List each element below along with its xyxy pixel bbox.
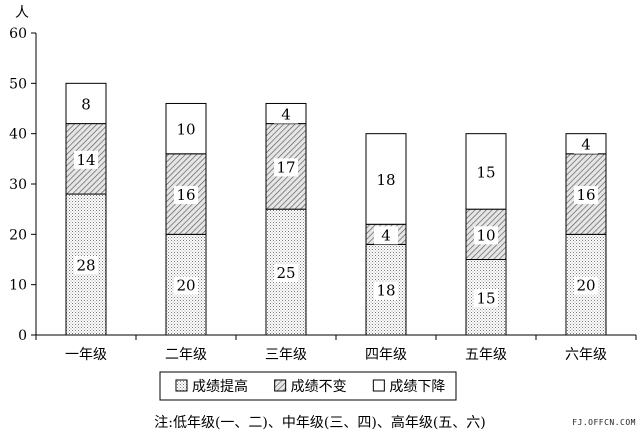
y-tick-label: 20 bbox=[9, 227, 27, 243]
bars: 28 14 8 20 16 10 25 17 4 18 4 18 15 10 15 20 16 4 bbox=[65, 82, 607, 336]
data-label-bg bbox=[74, 150, 98, 169]
data-label-bg bbox=[374, 170, 398, 189]
data-label-bg bbox=[174, 186, 198, 205]
data-label-bg bbox=[74, 256, 98, 275]
y-tick-label: 50 bbox=[9, 76, 27, 92]
x-tick-label: 三年级 bbox=[265, 347, 307, 363]
footnote: 注:低年级(一、二)、中年级(三、四)、高年级(五、六) bbox=[154, 415, 486, 431]
legend-box bbox=[159, 371, 457, 401]
data-label: 15 bbox=[476, 163, 495, 181]
data-label: 4 bbox=[581, 136, 591, 154]
x-tick-label: 五年级 bbox=[465, 347, 507, 363]
data-label: 10 bbox=[476, 226, 495, 244]
y-axis-label: 人 bbox=[15, 5, 29, 21]
x-tick-label: 六年级 bbox=[565, 347, 607, 363]
legend-label: 成绩下降 bbox=[389, 379, 445, 395]
data-label-bg bbox=[574, 276, 598, 295]
data-label: 18 bbox=[376, 282, 395, 300]
y-tick-label: 60 bbox=[9, 26, 27, 42]
x-tick-label: 二年级 bbox=[165, 347, 207, 363]
legend-label: 成绩提高 bbox=[192, 378, 248, 395]
data-label-bg bbox=[174, 120, 198, 139]
y-tick-label: 40 bbox=[9, 127, 27, 143]
data-label-bg bbox=[74, 95, 98, 114]
data-label-bg bbox=[374, 281, 398, 300]
legend: 成绩提高 成绩不变 成绩下降 bbox=[159, 371, 457, 401]
data-label: 16 bbox=[176, 186, 195, 204]
legend-swatch bbox=[175, 379, 188, 392]
data-label-bg bbox=[474, 226, 498, 245]
data-label: 14 bbox=[76, 151, 95, 169]
data-label: 16 bbox=[576, 186, 595, 204]
legend-swatch bbox=[372, 379, 385, 392]
y-tick-label: 0 bbox=[18, 328, 27, 344]
x-tick-label: 一年级 bbox=[65, 347, 107, 363]
x-tick-label: 四年级 bbox=[365, 347, 407, 363]
y-tick-label: 30 bbox=[9, 177, 27, 193]
data-label-bg bbox=[474, 163, 498, 182]
data-label-bg bbox=[574, 186, 598, 205]
watermark: FJ.OFFCN.COM bbox=[572, 418, 636, 427]
data-label: 17 bbox=[276, 158, 295, 176]
data-label: 15 bbox=[476, 289, 495, 307]
data-label: 18 bbox=[376, 171, 395, 189]
data-label: 8 bbox=[81, 95, 91, 113]
legend-swatch bbox=[274, 379, 287, 392]
data-label: 20 bbox=[176, 277, 195, 295]
data-label-bg bbox=[474, 289, 498, 308]
data-label-bg bbox=[174, 276, 198, 295]
data-label: 4 bbox=[381, 226, 391, 244]
data-label: 25 bbox=[276, 264, 295, 282]
y-tick-label: 10 bbox=[9, 278, 27, 294]
data-label: 28 bbox=[76, 257, 95, 275]
data-label: 4 bbox=[281, 106, 291, 124]
data-label-bg bbox=[274, 158, 298, 177]
data-label-bg bbox=[274, 264, 298, 283]
data-label-bg bbox=[274, 105, 298, 124]
data-label-bg bbox=[574, 135, 598, 154]
bar-segment bbox=[465, 133, 507, 210]
data-label-bg bbox=[374, 226, 398, 245]
data-label: 10 bbox=[176, 121, 195, 139]
legend-label: 成绩不变 bbox=[291, 379, 347, 395]
data-label: 20 bbox=[576, 277, 595, 295]
